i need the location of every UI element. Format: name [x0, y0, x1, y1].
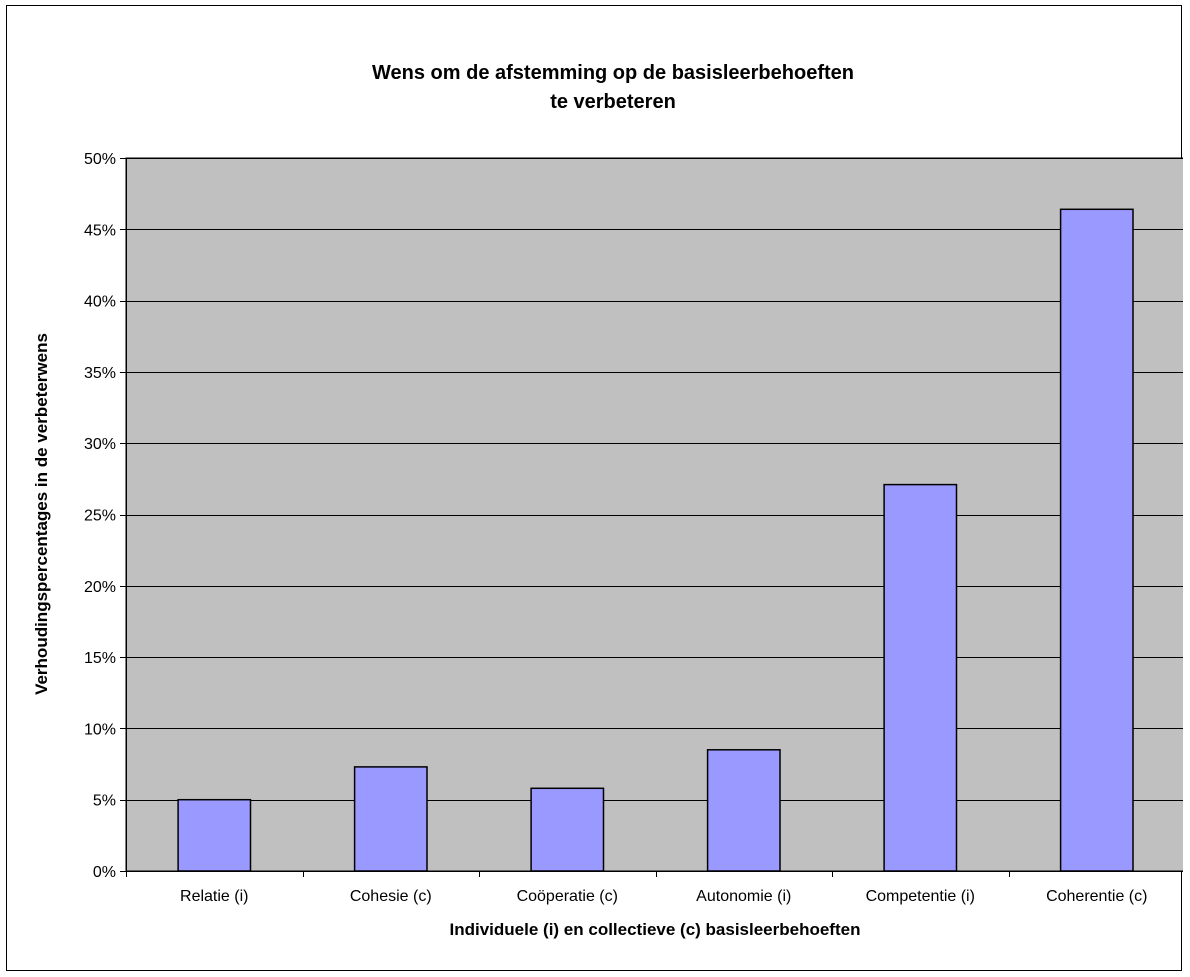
bar-5: [883, 483, 958, 872]
y-tick-labels: 0% 5% 10% 15% 20% 25% 30% 35% 40% 45% 50%: [84, 151, 116, 881]
chart-title-line-1: Wens om de afstemming op de basisleerbeh…: [372, 62, 854, 84]
bar-3: [530, 787, 605, 872]
x-tick-label: Competentie (i): [866, 888, 975, 905]
y-tick-label: 50%: [84, 151, 116, 168]
x-tick-label: Relatie (i): [180, 888, 248, 905]
y-tick-label: 40%: [84, 294, 116, 311]
bar-6: [1059, 208, 1134, 872]
bar-2: [353, 766, 428, 872]
chart-frame: Wens om de afstemming op de basisleerbeh…: [6, 5, 1186, 971]
y-tick-label: 25%: [84, 508, 116, 525]
gridlines: [126, 158, 1185, 801]
x-tick-label: Coöperatie (c): [517, 888, 618, 905]
x-tick-labels: Relatie (i) Cohesie (c) Coöperatie (c) Auto…: [180, 888, 1147, 905]
y-tick-label: 15%: [84, 650, 116, 667]
y-tick-label: 35%: [84, 365, 116, 382]
y-axis-title: Verhoudingspercentages in de verbeterwen…: [32, 333, 51, 695]
x-axis-title: Individuele (i) en collectieve (c) basis…: [450, 920, 861, 939]
bar-4: [706, 749, 781, 872]
y-tick-label: 30%: [84, 436, 116, 453]
y-tick-label: 0%: [93, 864, 116, 881]
x-tick-label: Coherentie (c): [1046, 888, 1147, 905]
y-tick-label: 45%: [84, 222, 116, 239]
x-tick-label: Cohesie (c): [350, 888, 432, 905]
axes: [120, 158, 1186, 877]
y-tick-label: 20%: [84, 579, 116, 596]
bar-1: [177, 798, 252, 872]
x-tick-label: Autonomie (i): [696, 888, 791, 905]
chart-title-line-2: te verbeteren: [550, 91, 676, 113]
y-tick-label: 10%: [84, 721, 116, 738]
bar-chart: Wens om de afstemming op de basisleerbeh…: [32, 62, 1186, 939]
plot-area: [125, 157, 1186, 872]
y-tick-label: 5%: [93, 793, 116, 810]
